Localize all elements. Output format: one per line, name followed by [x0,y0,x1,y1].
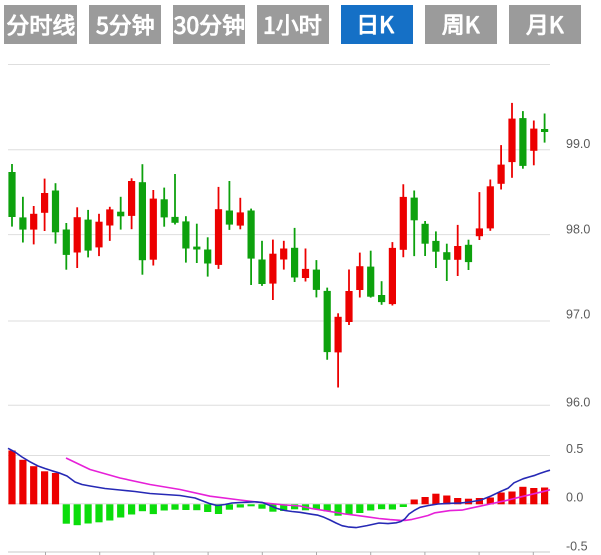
svg-text:97.0: 97.0 [566,308,590,322]
svg-text:-0.5: -0.5 [566,539,588,553]
svg-text:98.0: 98.0 [566,222,590,236]
svg-text:0.5: 0.5 [566,442,583,456]
svg-text:99.0: 99.0 [566,137,590,151]
svg-text:0.0: 0.0 [566,491,583,505]
svg-text:96.0: 96.0 [566,396,590,410]
